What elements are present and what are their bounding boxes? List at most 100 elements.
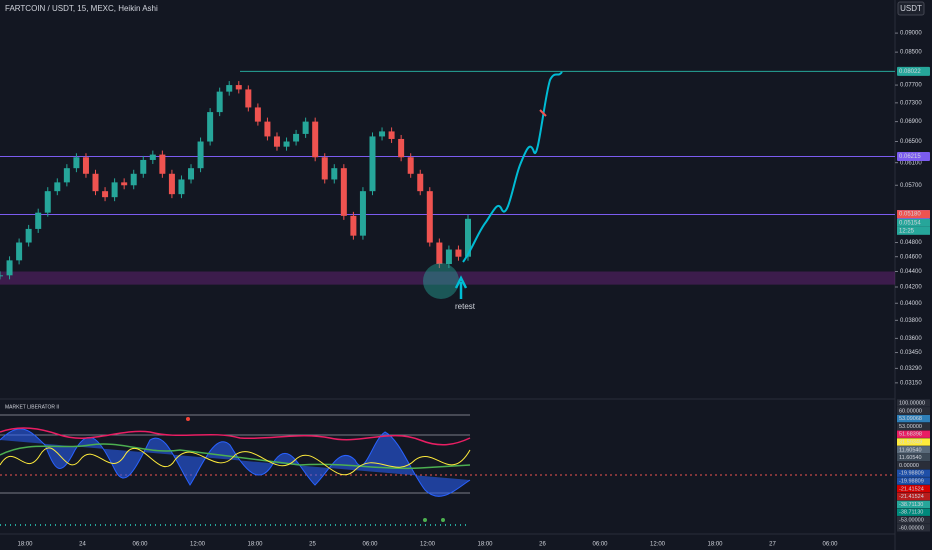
indicator-badge-label: 100.00000	[899, 400, 925, 406]
candle	[159, 154, 166, 174]
candle	[178, 179, 185, 195]
candle	[121, 182, 128, 186]
indicator-badge-label: 11.60540	[899, 447, 922, 453]
price-badge	[897, 218, 930, 227]
candle	[102, 191, 109, 198]
currency-button[interactable]	[897, 1, 925, 16]
candle	[111, 182, 118, 198]
candle	[283, 141, 290, 147]
candle	[340, 168, 347, 216]
indicator-badge	[897, 524, 930, 532]
indicator-badge	[897, 399, 930, 407]
projection-line	[462, 71, 563, 263]
candle	[388, 131, 395, 139]
price-tick-label: 0.06900	[900, 119, 922, 125]
candle	[331, 168, 338, 180]
price-tick-label: 0.09000	[900, 31, 922, 37]
indicator-badge	[897, 461, 930, 470]
time-tick-label: 06:00	[822, 542, 838, 548]
indicator-badge-label: -21.41524	[899, 494, 924, 500]
candle	[0, 275, 3, 277]
time-tick-label: 18:00	[17, 542, 33, 548]
indicator-badge	[897, 453, 930, 462]
candle	[6, 260, 13, 276]
price-tick-label: 0.04000	[900, 301, 922, 307]
time-tick-label: 12:00	[650, 542, 666, 548]
candle	[407, 157, 414, 174]
candle	[216, 91, 223, 113]
candle	[436, 242, 443, 265]
time-tick-label: 12:00	[420, 542, 436, 548]
candle	[73, 157, 80, 169]
time-tick-label: 26	[539, 542, 546, 548]
time-tick-label: 06:00	[132, 542, 148, 548]
indicator-signal	[0, 447, 471, 476]
indicator-badge	[897, 485, 930, 493]
retest-circle	[423, 263, 459, 299]
symbol-title[interactable]: FARTCOIN / USDT, 15, MEXC, Heikin Ashi	[5, 4, 158, 13]
candle	[321, 157, 328, 180]
candle	[226, 85, 233, 92]
candle	[245, 89, 252, 108]
indicator-wave	[0, 428, 471, 497]
indicator-badge-label: 0.00000	[899, 463, 919, 469]
indicator-badge-label: -38.71130	[899, 510, 923, 516]
candle	[44, 191, 51, 213]
price-tick-label: 0.03800	[900, 318, 922, 324]
candle	[25, 228, 32, 243]
indicator-badge	[897, 516, 930, 524]
time-tick-label: 18:00	[247, 542, 263, 548]
candle	[168, 173, 175, 195]
signal-dot	[441, 518, 445, 522]
indicator-badge	[897, 492, 930, 501]
indicator-badge	[897, 438, 930, 446]
time-tick-label: 27	[769, 542, 776, 548]
candle	[235, 85, 242, 90]
time-tick-label: 12:00	[190, 542, 206, 548]
candle	[445, 249, 452, 265]
level-badge-label: 0.08022	[899, 69, 921, 75]
retest-arrow	[454, 275, 468, 299]
price-tick-label: 0.03150	[900, 380, 922, 386]
signal-dot	[186, 417, 190, 421]
indicator-title: MARKET LIBERATOR II	[5, 404, 59, 410]
indicator-badge-label: -38.71130	[899, 502, 923, 508]
candle	[254, 107, 261, 122]
indicator-badge	[897, 414, 930, 423]
projection-alt	[539, 109, 547, 117]
candle	[54, 182, 61, 192]
price-tick-label: 0.04200	[900, 285, 922, 291]
candle	[293, 133, 300, 142]
price-tick-label: 0.05700	[900, 183, 922, 189]
indicator-badge-label: 53.00000	[899, 424, 922, 430]
candle	[312, 121, 319, 158]
candle	[302, 121, 309, 134]
candle	[359, 191, 366, 236]
price-tick-label: 0.03450	[900, 350, 922, 356]
candle	[130, 173, 137, 186]
price-tick-label: 0.04400	[900, 269, 922, 275]
level-badge-label: 0.06215	[899, 154, 921, 160]
support-zone	[0, 271, 895, 285]
candle	[197, 141, 204, 169]
candle	[16, 242, 23, 261]
indicator-badge	[897, 508, 930, 516]
indicator-badge-label: -53.00000	[899, 517, 924, 523]
candle	[149, 154, 156, 160]
price-tick-label: 0.08500	[900, 50, 922, 56]
candle	[82, 157, 89, 174]
indicator-badge-label: -19.98809	[899, 471, 924, 477]
indicator-badge-label: -19.98809	[899, 478, 924, 484]
price-badge-label: 0.05154	[899, 220, 921, 226]
time-tick-label: 25	[309, 542, 316, 548]
candle	[264, 121, 271, 137]
price-tick-label: 0.04800	[900, 240, 922, 246]
candle	[398, 138, 405, 158]
indicator-trend	[0, 443, 471, 470]
currency-label[interactable]: USDT	[900, 4, 922, 13]
countdown-label: 12:25	[899, 228, 915, 234]
indicator-badge	[897, 422, 930, 431]
indicator-badge-label: 11.60540	[899, 455, 922, 461]
indicator-badge	[897, 446, 930, 454]
candle	[63, 168, 70, 183]
